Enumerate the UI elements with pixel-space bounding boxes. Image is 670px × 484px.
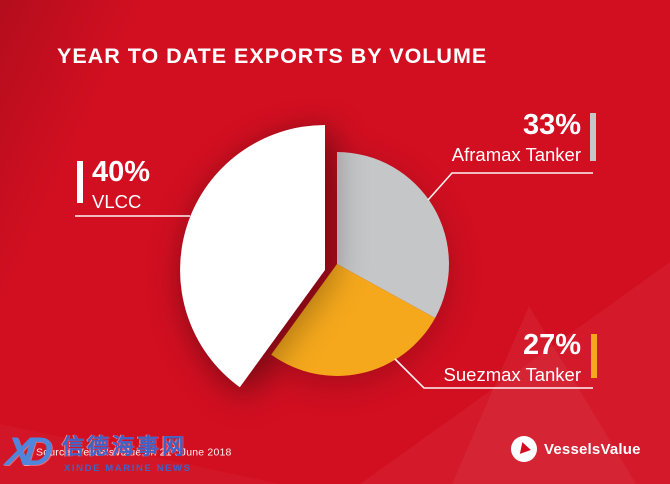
aframax-label: Aframax Tanker bbox=[451, 144, 581, 165]
aframax-percent: 33% bbox=[522, 109, 581, 141]
suezmax-percent: 27% bbox=[522, 329, 581, 361]
chart-title: YEAR TO DATE EXPORTS BY VOLUME bbox=[57, 44, 488, 68]
vesselsvalue-logo: VesselsValue bbox=[511, 436, 641, 462]
play-triangle-icon bbox=[519, 442, 532, 456]
vlcc-percent: 40% bbox=[92, 156, 151, 188]
background-diagonal-band bbox=[360, 262, 670, 484]
vlcc-tick-bar bbox=[77, 161, 83, 203]
pie-slice-aframax-tanker bbox=[337, 152, 449, 318]
aframax-callout: 33% Aframax Tanker bbox=[452, 111, 581, 165]
aframax-tick-bar bbox=[590, 113, 596, 161]
leader-line-aframax bbox=[427, 172, 593, 201]
vesselsvalue-wordmark: VesselsValue bbox=[544, 440, 641, 458]
leader-lines-group bbox=[75, 172, 593, 389]
suezmax-callout: 27% Suezmax Tanker bbox=[444, 331, 581, 385]
vlcc-label: VLCC bbox=[92, 191, 142, 212]
suezmax-tick-bar bbox=[591, 334, 597, 378]
background-triangle bbox=[452, 306, 636, 484]
pie-slice-vlcc bbox=[180, 125, 325, 388]
suezmax-label: Suezmax Tanker bbox=[443, 364, 581, 385]
leader-line-suezmax bbox=[394, 358, 593, 389]
vlcc-callout: 40% VLCC bbox=[92, 158, 150, 212]
source-superscript: st bbox=[171, 446, 178, 453]
vesselsvalue-play-icon bbox=[511, 436, 537, 462]
source-text: Source: VesselsValue on 21st June 2018 bbox=[36, 446, 232, 459]
pie-slice-suezmax-tanker bbox=[271, 264, 436, 376]
pie-slices-group bbox=[180, 125, 449, 388]
